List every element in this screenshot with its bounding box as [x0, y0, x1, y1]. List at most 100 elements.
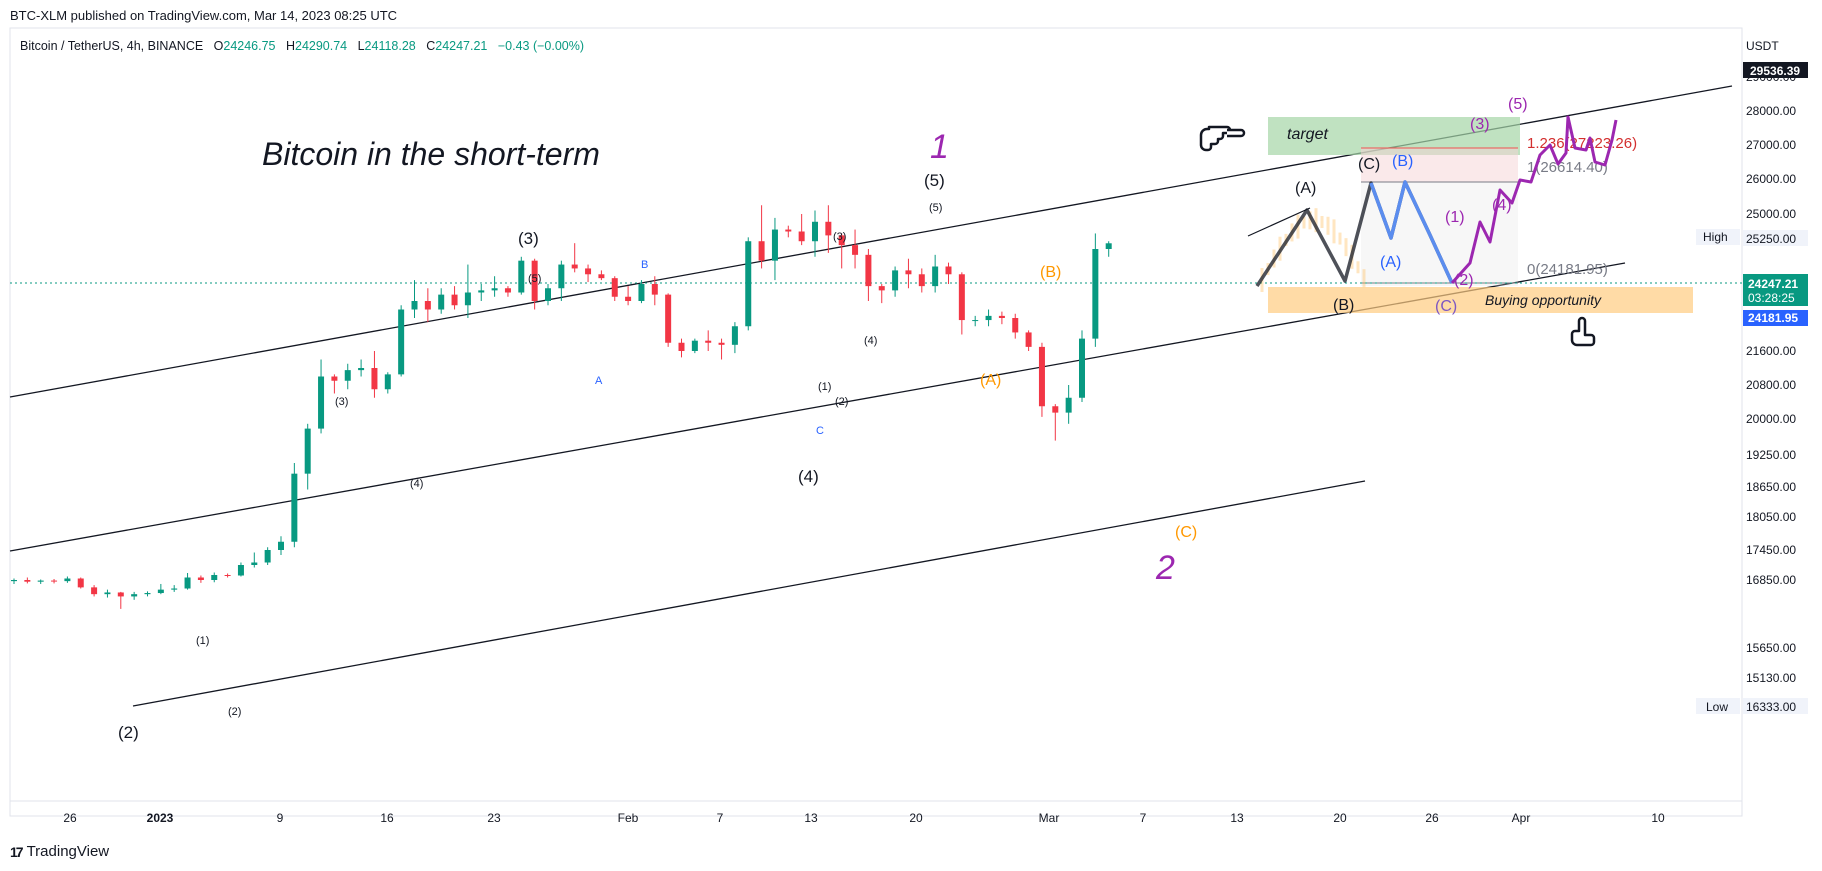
candle-body — [771, 229, 778, 261]
price-tick-label: 21600.00 — [1746, 344, 1796, 358]
wave-label-b-orange: (B) — [1040, 264, 1061, 281]
badge-low: Low 16333.00 — [1696, 698, 1808, 714]
badge-low-value: 16333.00 — [1746, 700, 1796, 714]
fib-box-top — [1361, 148, 1518, 182]
candle-body — [384, 374, 391, 390]
candle-body — [278, 541, 284, 550]
candle-body — [304, 428, 311, 474]
badge-low-line: 24181.95 — [1743, 310, 1808, 326]
proj-label-1-purple: (1) — [1445, 209, 1465, 226]
candle-body — [1092, 249, 1099, 339]
candle-body — [545, 288, 551, 301]
candle-body — [398, 309, 405, 375]
time-tick-label: 13 — [1230, 811, 1244, 825]
candle-body — [171, 588, 178, 590]
candle-body — [705, 340, 712, 343]
chart-title: Bitcoin in the short-term — [262, 136, 600, 172]
wave-label-minor-3a: (3) — [335, 396, 348, 408]
proj-label-4-purple: (4) — [1492, 197, 1512, 214]
wave-label-minor-5b: (5) — [929, 202, 942, 214]
fib-label-1: 1(26614.40) — [1527, 159, 1608, 176]
candle-body — [291, 473, 298, 542]
proj-label-b-blue: (B) — [1392, 153, 1413, 170]
candle-body — [798, 231, 805, 242]
candle-body — [1105, 243, 1112, 249]
time-tick-label: 23 — [487, 811, 501, 825]
candle-body — [104, 592, 111, 595]
time-tick-label: 16 — [380, 811, 394, 825]
low-value: 24118.28 — [364, 39, 416, 53]
time-tick-label: 2023 — [147, 811, 174, 825]
candle-body — [1052, 406, 1059, 413]
wave-label-1: 1 — [930, 128, 949, 166]
wave-label-c-blue: C — [816, 425, 824, 437]
projection-bar — [1314, 208, 1318, 233]
time-tick-label: Feb — [618, 811, 639, 825]
candle-body — [51, 580, 58, 582]
tradingview-logo[interactable]: 17 TradingView — [10, 843, 109, 860]
candle-body — [91, 587, 98, 595]
candle-body — [731, 326, 738, 345]
projection-path-purple — [1450, 115, 1618, 285]
candle-body — [491, 288, 498, 291]
projection-bar — [1302, 216, 1306, 229]
brand-label: TradingView — [26, 843, 110, 860]
candle-body — [64, 578, 71, 582]
candle-body — [945, 266, 952, 275]
price-tick-label: 17450.00 — [1746, 543, 1796, 557]
time-axis-ticks: 26 2023 9 16 23 Feb 7 13 20 Mar 7 13 20 26 Apr 10 — [63, 811, 1665, 825]
candle-body — [1025, 332, 1032, 347]
candle-body — [878, 286, 885, 291]
price-tick-label: 20800.00 — [1746, 378, 1796, 392]
high-value: 24290.74 — [295, 39, 348, 53]
badge-current-countdown: 03:28:25 — [1748, 291, 1795, 305]
candle-body — [665, 294, 672, 343]
time-tick-label: Mar — [1039, 811, 1060, 825]
projection-bar — [1344, 238, 1348, 257]
price-tick-label: 27000.00 — [1746, 138, 1796, 152]
price-tick-label: 25000.00 — [1746, 207, 1796, 221]
candle-body — [424, 301, 431, 310]
price-tick-label: 18050.00 — [1746, 510, 1796, 524]
wave-label-minor-4b: (4) — [864, 335, 877, 347]
projection-bar — [1332, 219, 1336, 244]
candle-body — [1065, 397, 1072, 413]
proj-label-2-purple: (2) — [1454, 272, 1474, 289]
wave-label-minor-4a: (4) — [410, 478, 423, 490]
projection-bar — [1326, 216, 1330, 235]
wave-label-minor-2a: (2) — [228, 706, 241, 718]
candle-body — [184, 577, 191, 589]
wave-label-2: 2 — [1155, 549, 1175, 587]
price-axis-ticks: 29000.0028000.0027000.0026000.0025000.00… — [1746, 70, 1796, 685]
candle-body — [157, 589, 164, 594]
price-tick-label: 19250.00 — [1746, 448, 1796, 462]
candle-body — [264, 550, 271, 563]
candle-body — [464, 292, 471, 306]
price-tick-label: 28000.00 — [1746, 104, 1796, 118]
candle-body — [131, 594, 138, 597]
candle-body — [745, 241, 752, 327]
candle-body — [504, 288, 511, 293]
badge-high: High 25250.00 — [1696, 229, 1808, 246]
projection-bar — [1338, 232, 1342, 245]
open-value: 24246.75 — [223, 39, 276, 53]
symbol-name[interactable]: Bitcoin / TetherUS, 4h, BINANCE — [20, 39, 204, 53]
projection-path-blue — [1369, 180, 1454, 284]
projection-bar — [1308, 211, 1312, 230]
candle-body — [11, 580, 17, 582]
fib-label-0: 0(24181.95) — [1527, 261, 1608, 278]
time-tick-label: 20 — [1333, 811, 1347, 825]
candle-body — [972, 320, 979, 322]
buy-zone-label: Buying opportunity — [1485, 292, 1602, 308]
wave-label-minor-2b: (2) — [835, 396, 848, 408]
proj-label-3-purple: (3) — [1470, 116, 1490, 133]
wave-label-a-blue: A — [595, 375, 603, 387]
target-zone — [1268, 117, 1520, 155]
candle-body — [651, 284, 658, 295]
candle-body — [411, 301, 418, 310]
candle-body — [865, 254, 872, 287]
badge-low-label: Low — [1706, 700, 1728, 714]
candle-body — [958, 274, 965, 321]
candle-body — [932, 266, 939, 287]
